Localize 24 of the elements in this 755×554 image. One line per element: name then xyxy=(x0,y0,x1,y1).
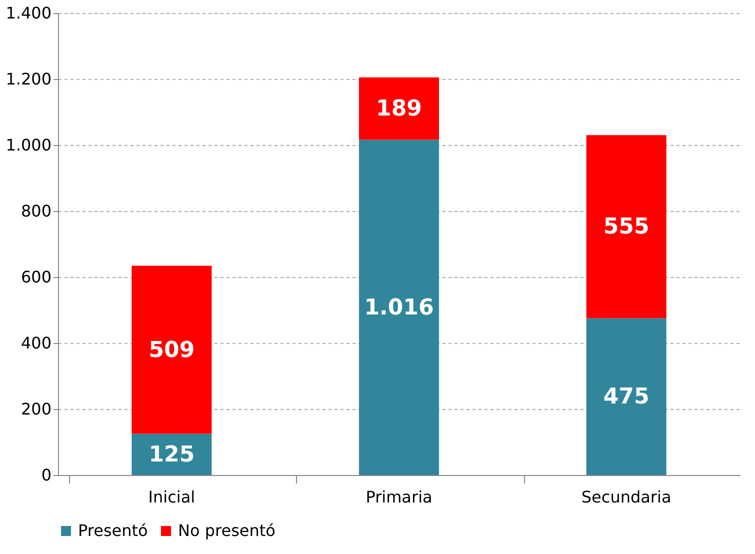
bar xyxy=(586,318,666,475)
x-tick-label: Inicial xyxy=(148,488,196,506)
bar xyxy=(586,135,666,318)
y-tick-label: 200 xyxy=(20,400,52,418)
data-label: 509 xyxy=(148,338,195,363)
bar xyxy=(359,140,439,475)
x-tick-label: Secundaria xyxy=(581,488,672,506)
bar xyxy=(359,77,439,140)
data-label: 555 xyxy=(603,214,650,240)
data-label: 1.016 xyxy=(364,295,434,320)
y-tick-label: 1.400 xyxy=(6,4,52,22)
legend-label: No presentó xyxy=(178,521,276,540)
y-tick-label: 1.000 xyxy=(6,136,52,154)
data-label: 189 xyxy=(376,96,422,122)
y-tick-label: 1.200 xyxy=(6,70,52,88)
bar xyxy=(132,266,212,434)
y-tick-label: 400 xyxy=(20,334,52,352)
data-label: 125 xyxy=(148,442,195,468)
legend-label: Presentó xyxy=(78,521,148,540)
x-tick-label: Primaria xyxy=(366,488,432,506)
y-tick-label: 0 xyxy=(41,466,52,484)
y-tick-label: 800 xyxy=(20,202,52,220)
y-tick-label: 600 xyxy=(20,268,52,286)
data-label: 475 xyxy=(603,384,650,410)
